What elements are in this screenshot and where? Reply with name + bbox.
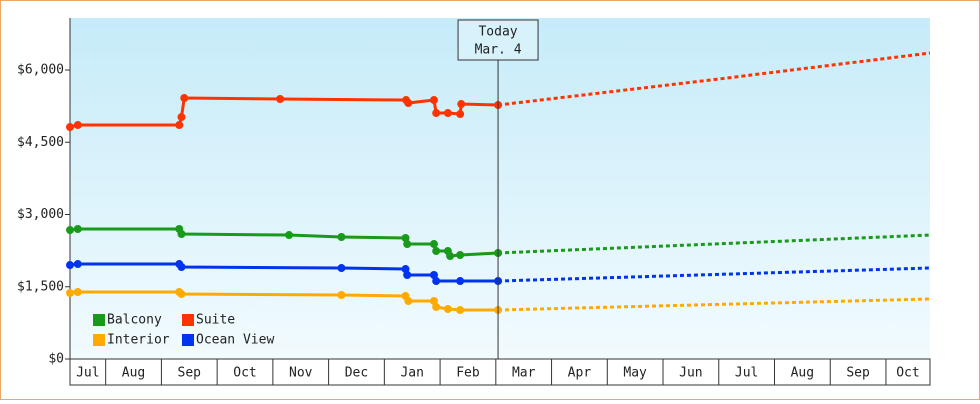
point	[432, 109, 441, 118]
point	[177, 230, 186, 239]
point	[73, 225, 82, 234]
point	[337, 233, 346, 242]
point	[429, 96, 438, 105]
point	[177, 290, 186, 299]
point	[337, 290, 346, 299]
today-box	[457, 19, 539, 61]
x-tick-label: Oct	[896, 366, 919, 381]
x-tick-label: Dec	[345, 366, 368, 381]
x-tick-label: Aug	[122, 366, 145, 381]
legend-label: Balcony	[107, 313, 162, 328]
point	[177, 263, 186, 272]
x-tick-label: Oct	[233, 366, 256, 381]
x-tick-label: Jun	[679, 366, 702, 381]
projection-line	[497, 51, 931, 107]
point	[337, 264, 346, 273]
point	[180, 94, 189, 103]
projection-line	[498, 266, 931, 283]
point	[456, 110, 465, 119]
point	[456, 306, 465, 315]
y-tick-label: $3,000	[17, 207, 64, 222]
point	[432, 302, 441, 311]
point	[429, 240, 438, 249]
x-tick-label: Sep	[846, 366, 870, 381]
legend-swatch	[182, 314, 194, 326]
point	[456, 277, 465, 286]
point	[73, 288, 82, 297]
point	[66, 226, 74, 235]
x-tick-label: Sep	[178, 366, 202, 381]
point	[404, 297, 413, 306]
point	[457, 100, 466, 109]
point	[66, 123, 74, 132]
point	[73, 260, 82, 269]
point	[456, 251, 465, 260]
point	[403, 240, 412, 249]
point	[432, 277, 441, 286]
y-tick-label: $1,500	[17, 279, 64, 294]
point	[66, 289, 74, 298]
legend-label: Interior	[107, 333, 170, 348]
point	[443, 305, 452, 314]
x-tick-label: Jul	[76, 366, 99, 381]
legend-swatch	[93, 314, 105, 326]
point	[429, 271, 438, 280]
point	[443, 109, 452, 118]
legend-swatch	[93, 334, 105, 346]
point	[446, 252, 455, 261]
point	[432, 247, 441, 256]
point	[175, 121, 184, 130]
x-tick-label: Feb	[456, 366, 480, 381]
legend-label: Suite	[196, 313, 235, 328]
y-tick-label: $0	[48, 352, 64, 367]
x-tick-label: Jul	[735, 366, 758, 381]
x-tick-label: Nov	[289, 366, 313, 381]
point	[66, 261, 74, 270]
y-tick-label: $6,000	[17, 63, 64, 78]
x-axis-band	[69, 358, 931, 386]
point	[285, 231, 294, 240]
point	[177, 113, 186, 122]
today-date: Mar. 4	[475, 43, 522, 58]
layer: $0 $1,500 $3,000 $4,500 $6,000 Jul Aug Sep Oct No…	[17, 19, 931, 385]
legend-swatch	[182, 334, 194, 346]
point	[276, 95, 285, 104]
point	[403, 271, 412, 280]
x-tick-label: Mar	[512, 366, 536, 381]
x-tick-label: Apr	[568, 366, 592, 381]
projection-line	[497, 233, 931, 255]
y-tick-label: $4,500	[17, 135, 64, 150]
today-label: Today	[478, 25, 517, 40]
point	[401, 234, 410, 243]
x-tick-label: Jan	[400, 366, 423, 381]
point	[404, 99, 413, 108]
x-tick-label: May	[623, 366, 647, 381]
point	[73, 121, 82, 130]
legend-label: Ocean View	[196, 333, 274, 348]
projection-line	[498, 297, 931, 312]
x-tick-label: Aug	[791, 366, 814, 381]
